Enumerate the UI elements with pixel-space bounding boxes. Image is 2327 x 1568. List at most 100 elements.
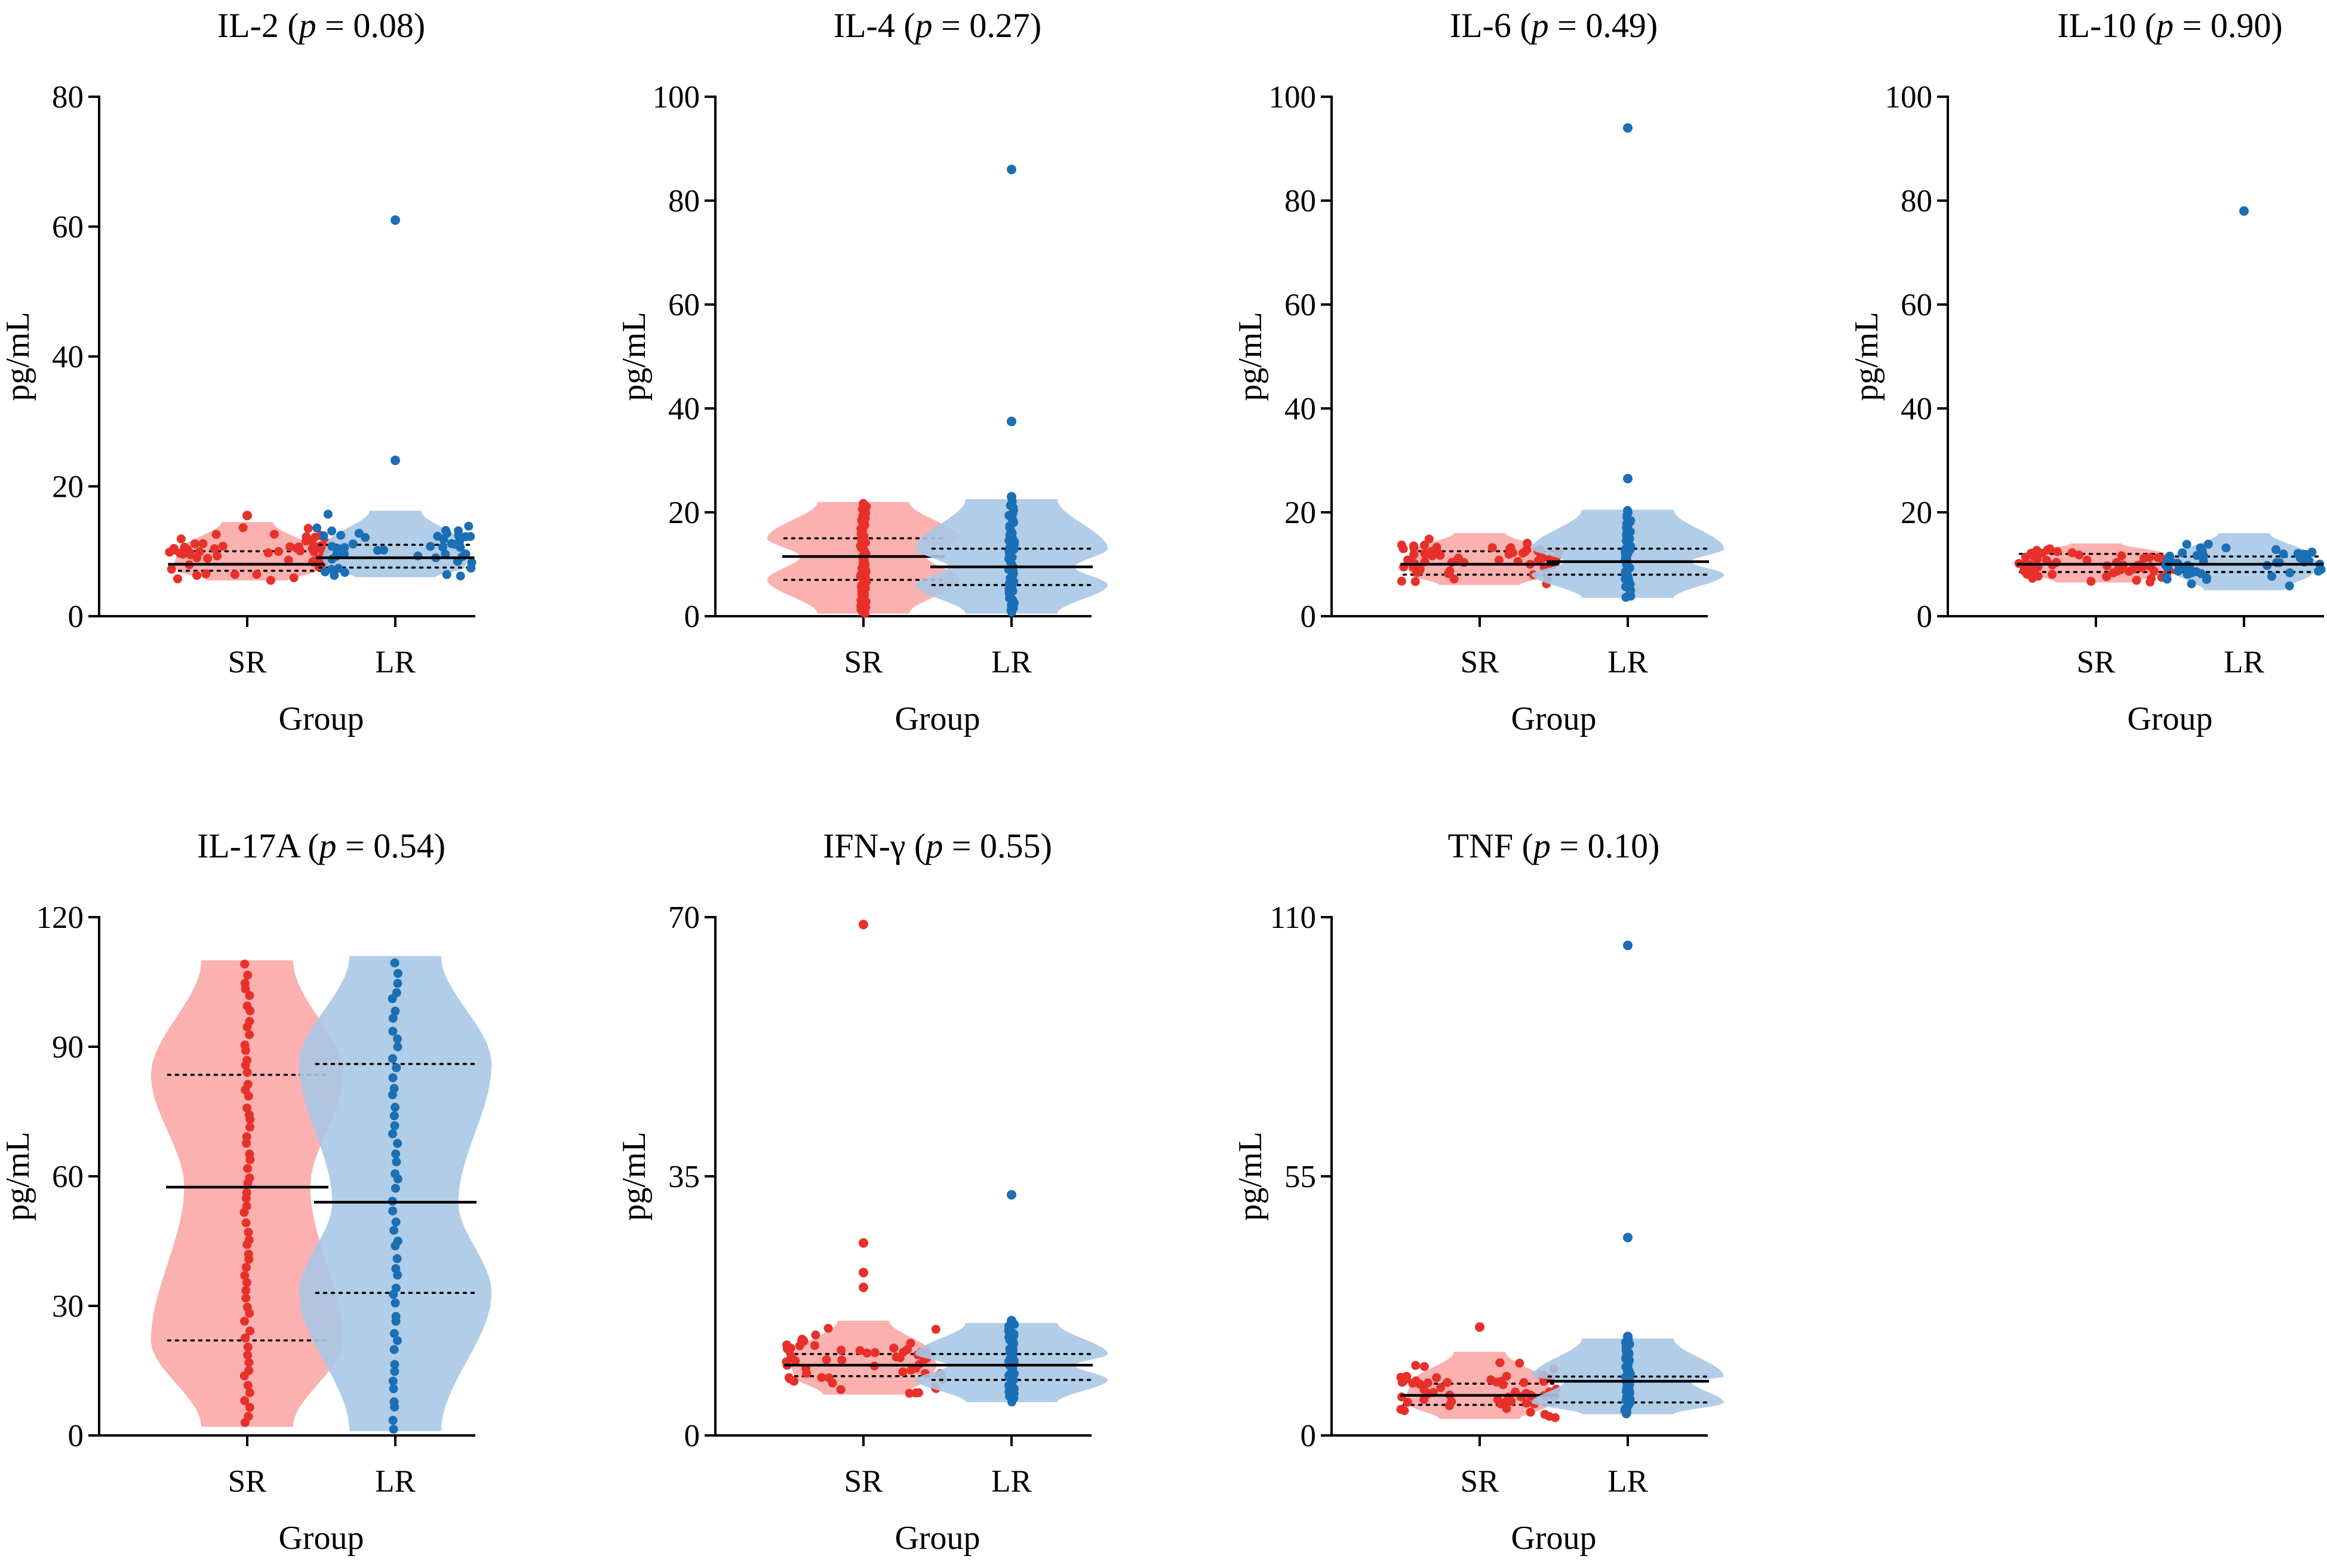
data-point xyxy=(442,570,451,579)
data-point xyxy=(454,531,463,540)
data-point xyxy=(390,1121,399,1130)
p-symbol: p xyxy=(2154,6,2174,45)
data-point xyxy=(245,1173,254,1183)
outlier-point xyxy=(859,1238,868,1248)
y-tick-label: 80 xyxy=(668,184,700,219)
data-point xyxy=(238,523,248,533)
data-point xyxy=(391,1217,401,1226)
data-point xyxy=(811,1330,820,1340)
data-point xyxy=(244,1366,254,1375)
data-point xyxy=(1538,554,1548,563)
data-point xyxy=(240,1271,250,1280)
data-point xyxy=(240,1317,249,1326)
y-tick-label: 20 xyxy=(668,496,700,530)
violin-group-lr: LR xyxy=(2161,206,2326,680)
data-point xyxy=(870,1348,880,1357)
data-point xyxy=(2182,540,2191,549)
data-point xyxy=(2203,539,2213,549)
y-tick-label: 70 xyxy=(668,900,700,935)
x-tick-label: LR xyxy=(1607,1464,1648,1499)
p-symbol: p xyxy=(1529,6,1549,45)
data-point xyxy=(2117,551,2126,561)
outlier-point xyxy=(1475,1322,1484,1332)
data-point xyxy=(389,1329,399,1338)
data-point xyxy=(393,1139,402,1148)
panel-title: IL-2 (p = 0.08) xyxy=(217,6,425,45)
data-point xyxy=(245,1403,254,1412)
data-point xyxy=(289,573,299,583)
data-point xyxy=(1408,1379,1418,1388)
data-point xyxy=(1398,544,1408,554)
y-tick-label: 80 xyxy=(1901,184,1932,219)
data-point xyxy=(242,1056,252,1065)
data-point xyxy=(466,532,475,541)
data-point xyxy=(896,1353,905,1363)
data-point xyxy=(244,1249,253,1259)
data-point xyxy=(218,542,228,551)
outlier-point xyxy=(391,456,400,465)
data-point xyxy=(1397,576,1406,586)
violin-group-sr: SR xyxy=(165,511,331,680)
data-point xyxy=(389,1384,398,1394)
violin-shape xyxy=(1406,1351,1553,1419)
data-point xyxy=(391,1183,400,1193)
data-point xyxy=(388,1376,398,1386)
data-point xyxy=(285,542,295,552)
data-point xyxy=(1521,547,1530,557)
violin-group-sr: SR xyxy=(150,960,344,1499)
data-point xyxy=(273,547,283,557)
data-point xyxy=(240,979,250,988)
data-point xyxy=(391,1312,401,1321)
data-point xyxy=(327,526,337,536)
p-value-text: = 0.49 xyxy=(1549,6,1646,45)
x-axis-label: Group xyxy=(1511,1520,1596,1557)
violin-panel-7: TNF (p = 0.10) 0 55 110 pg/mL Group SR LR xyxy=(1232,826,1724,1557)
x-tick-label: SR xyxy=(844,1464,883,1499)
violin-group-lr: LR xyxy=(915,1190,1108,1499)
y-tick-label: 110 xyxy=(1269,900,1316,935)
data-point xyxy=(441,525,450,535)
data-point xyxy=(389,1226,399,1235)
data-point xyxy=(388,1129,398,1139)
outlier-point xyxy=(242,511,252,521)
violin-panel-2: IL-4 (p = 0.27) 0 20 40 60 80 100 pg/mL Group SR L… xyxy=(616,6,1108,737)
data-point xyxy=(1486,1375,1496,1385)
data-point xyxy=(889,1343,899,1353)
outlier-point xyxy=(2239,206,2249,216)
data-point xyxy=(2162,573,2171,582)
data-point xyxy=(1435,551,1445,560)
data-point xyxy=(211,530,221,539)
violin-group-lr: LR xyxy=(1531,123,1724,680)
data-point xyxy=(1397,1392,1406,1401)
data-point xyxy=(810,1341,819,1350)
data-point xyxy=(393,1034,402,1044)
data-point xyxy=(2153,553,2163,562)
data-point xyxy=(905,1388,914,1398)
data-point xyxy=(2074,550,2084,559)
data-point xyxy=(244,1412,253,1421)
data-point xyxy=(392,1157,401,1167)
x-tick-label: LR xyxy=(375,645,416,680)
data-point xyxy=(388,1026,398,1036)
data-point xyxy=(388,1073,398,1083)
p-symbol: p xyxy=(1531,826,1551,865)
panel-title-name: IL-6 xyxy=(1450,6,1511,45)
outlier-point xyxy=(859,1268,868,1278)
y-tick-label: 100 xyxy=(1269,80,1317,115)
data-point xyxy=(823,1324,833,1333)
y-tick-label: 60 xyxy=(668,288,700,322)
data-point xyxy=(388,1054,397,1063)
data-point xyxy=(1412,568,1422,577)
panel-title-close: ) xyxy=(1646,6,1658,45)
data-point xyxy=(330,571,339,580)
outlier-point xyxy=(1623,940,1633,951)
data-point xyxy=(931,1324,940,1334)
data-point xyxy=(393,1042,402,1052)
panel-title-name: IL-10 xyxy=(2057,6,2136,45)
x-axis-label: Group xyxy=(2127,700,2212,737)
data-point xyxy=(2021,552,2030,562)
violin-group-sr: SR xyxy=(1397,533,1563,680)
y-tick-label: 0 xyxy=(684,1419,700,1453)
data-point xyxy=(361,533,370,542)
y-tick-label: 90 xyxy=(52,1030,84,1065)
